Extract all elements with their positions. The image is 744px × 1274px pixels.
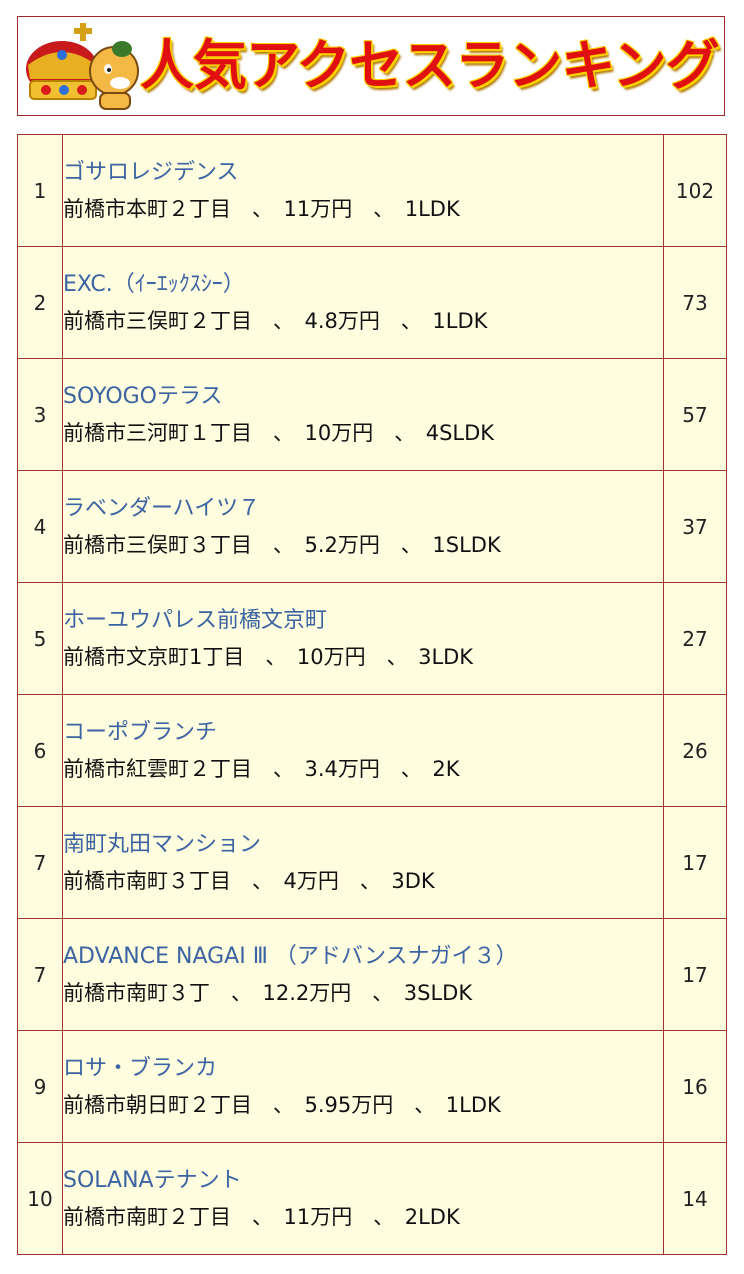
- property-detail: 前橋市南町３丁 、 12.2万円 、 3SLDK: [63, 980, 473, 1005]
- property-cell: ロサ・ブランカ前橋市朝日町２丁目 、 5.95万円 、 1LDK: [62, 1030, 664, 1143]
- property-name-link[interactable]: コーポブランチ: [63, 719, 218, 745]
- property-cell: EXC.（ｲｰｴｯｸｽｼｰ） 前橋市三俣町２丁目 、 4.8万円 、 1LDK: [62, 246, 664, 359]
- rank-cell: 2: [17, 246, 63, 359]
- rank-cell: 6: [17, 694, 63, 807]
- table-row: 10 SOLANAテナント 前橋市南町２丁目 、 11万円 、 2LDK 14: [17, 1142, 727, 1255]
- table-row: 7 南町丸田マンション 前橋市南町３丁目 、 4万円 、 3DK 17: [17, 806, 727, 919]
- property-name-link[interactable]: ゴサロレジデンス: [63, 159, 239, 185]
- property-detail: 前橋市文京町1丁目 、 10万円 、 3LDK: [63, 644, 474, 669]
- rank-cell: 3: [17, 358, 63, 471]
- table-row: 3 SOYOGOテラス 前橋市三河町１丁目 、 10万円 、 4SLDK 57: [17, 358, 727, 471]
- access-count-cell: 14: [663, 1142, 727, 1255]
- access-count-cell: 17: [663, 806, 727, 919]
- property-name-link[interactable]: SOYOGOテラス: [63, 383, 223, 409]
- table-row: 7 ADVANCE NAGAI Ⅲ （アドバンスナガイ３） 前橋市南町３丁 、 12…: [17, 918, 727, 1031]
- property-cell: SOLANAテナント前橋市南町２丁目 、 11万円 、 2LDK: [62, 1142, 664, 1255]
- property-cell: コーポブランチ前橋市紅雲町２丁目 、 3.4万円 、 2K: [62, 694, 664, 807]
- table-row: 6 コーポブランチ 前橋市紅雲町２丁目 、 3.4万円 、 2K 26: [17, 694, 727, 807]
- table-row: 1 ゴサロレジデンス 前橋市本町２丁目 、 11万円 、 1LDK 102: [17, 134, 727, 247]
- access-count-cell: 27: [663, 582, 727, 695]
- property-name-link[interactable]: SOLANAテナント: [63, 1167, 242, 1193]
- property-cell: ラベンダーハイツ７ 前橋市三俣町３丁目 、 5.2万円 、 1SLDK: [62, 470, 664, 583]
- rank-cell: 10: [17, 1142, 63, 1255]
- access-count-cell: 102: [663, 134, 727, 247]
- crown-mascot-icon: [26, 23, 139, 110]
- access-count-cell: 57: [663, 358, 727, 471]
- rank-cell: 9: [17, 1030, 63, 1143]
- property-detail: 前橋市三俣町３丁目 、 5.2万円 、 1SLDK: [63, 532, 501, 557]
- table-row: 2 EXC.（ｲｰｴｯｸｽｼｰ） 前橋市三俣町２丁目 、 4.8万円 、 1LDK 7…: [17, 246, 727, 359]
- property-name-link[interactable]: ホーユウパレス前橋文京町: [63, 607, 328, 633]
- rank-cell: 7: [17, 918, 63, 1031]
- property-name-link[interactable]: ADVANCE NAGAI Ⅲ （アドバンスナガイ３）: [63, 943, 518, 969]
- property-detail: 前橋市三俣町２丁目 、 4.8万円 、 1LDK: [63, 308, 488, 333]
- property-cell: ホーユウパレス前橋文京町前橋市文京町1丁目 、 10万円 、 3LDK: [62, 582, 664, 695]
- access-count-cell: 16: [663, 1030, 727, 1143]
- access-count-cell: 37: [663, 470, 727, 583]
- access-count-cell: 73: [663, 246, 727, 359]
- access-count-cell: 17: [663, 918, 727, 1031]
- property-detail: 前橋市三河町１丁目 、 10万円 、 4SLDK: [63, 420, 495, 445]
- property-detail: 前橋市本町２丁目 、 11万円 、 1LDK: [63, 196, 460, 221]
- rank-cell: 1: [17, 134, 63, 247]
- property-detail: 前橋市南町３丁目 、 4万円 、 3DK: [63, 868, 435, 893]
- table-row: 4 ラベンダーハイツ７ 前橋市三俣町３丁目 、 5.2万円 、 1SLDK 37: [17, 470, 727, 583]
- property-detail: 前橋市南町２丁目 、 11万円 、 2LDK: [63, 1204, 460, 1229]
- banner-title: 人気アクセスランキング: [140, 34, 720, 97]
- rank-cell: 5: [17, 582, 63, 695]
- table-row: 5 ホーユウパレス前橋文京町 前橋市文京町1丁目 、 10万円 、 3LDK 27: [17, 582, 727, 695]
- rank-cell: 7: [17, 806, 63, 919]
- property-cell: ADVANCE NAGAI Ⅲ （アドバンスナガイ３） 前橋市南町３丁 、 12.…: [62, 918, 664, 1031]
- property-cell: 南町丸田マンション前橋市南町３丁目 、 4万円 、 3DK: [62, 806, 664, 919]
- property-detail: 前橋市紅雲町２丁目 、 3.4万円 、 2K: [63, 756, 460, 781]
- property-cell: SOYOGOテラス前橋市三河町１丁目 、 10万円 、 4SLDK: [62, 358, 664, 471]
- ranking-table: 1 ゴサロレジデンス 前橋市本町２丁目 、 11万円 、 1LDK 102 2 EXC.（…: [17, 134, 727, 1255]
- property-name-link[interactable]: ロサ・ブランカ: [63, 1055, 218, 1081]
- property-detail: 前橋市朝日町２丁目 、 5.95万円 、 1LDK: [63, 1092, 501, 1117]
- ranking-banner: 人気アクセスランキング: [17, 16, 725, 116]
- table-row: 9 ロサ・ブランカ 前橋市朝日町２丁目 、 5.95万円 、 1LDK 16: [17, 1030, 727, 1143]
- property-cell: ゴサロレジデンス前橋市本町２丁目 、 11万円 、 1LDK: [62, 134, 664, 247]
- rank-cell: 4: [17, 470, 63, 583]
- access-count-cell: 26: [663, 694, 727, 807]
- property-name-link[interactable]: 南町丸田マンション: [63, 831, 262, 857]
- property-name-link[interactable]: ラベンダーハイツ７: [63, 495, 261, 521]
- property-name-link[interactable]: EXC.（ｲｰｴｯｸｽｼｰ）: [63, 271, 245, 297]
